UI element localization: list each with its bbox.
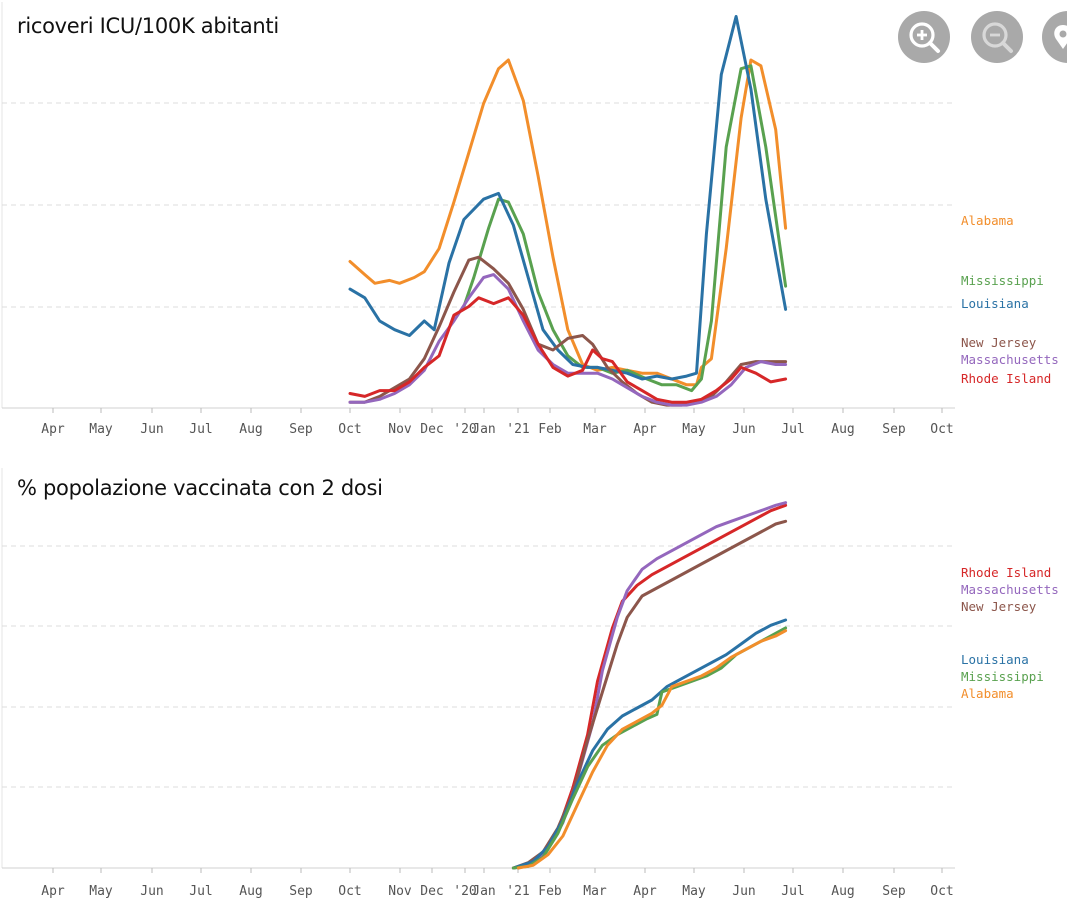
icu-series-line-rhode-island xyxy=(348,296,788,404)
icu-series-line-alabama xyxy=(348,58,788,387)
vac-x-tick-label: Sep xyxy=(289,884,313,899)
chart-title-icu: ricoveri ICU/100K abitanti xyxy=(17,14,279,38)
vac-x-tick-label: Apr xyxy=(41,884,65,899)
zoom-out-button[interactable] xyxy=(971,11,1023,63)
icu-x-tick-label: Apr xyxy=(41,422,65,437)
icu-x-tick-label: May xyxy=(89,422,113,437)
icu-x-tick-label: Oct xyxy=(338,422,361,437)
vac-x-tick-label: Apr xyxy=(633,884,657,899)
vac-x-tick-label: Sep xyxy=(882,884,906,899)
icu-series-line-louisiana xyxy=(348,15,788,381)
icu-x-tick-label: Jun xyxy=(140,422,163,437)
vac-x-tick-label: Oct xyxy=(930,884,953,899)
map-pin-icon xyxy=(1054,25,1067,49)
vac-x-tick-label: Mar xyxy=(583,884,607,899)
vac-series-label-mississippi: Mississippi xyxy=(961,669,1044,684)
vac-x-tick-label: '20 xyxy=(453,884,476,899)
icu-x-tick-label: Sep xyxy=(882,422,906,437)
icu-x-tick-label: May xyxy=(682,422,706,437)
icu-x-tick-label: '21 xyxy=(506,422,529,437)
icu-x-tick-label: Aug xyxy=(239,422,262,437)
zoom-in-button[interactable] xyxy=(898,11,950,63)
vac-series-label-louisiana: Louisiana xyxy=(961,652,1029,667)
icu-x-tick-label: Dec xyxy=(420,422,443,437)
icu-series-label-alabama: Alabama xyxy=(961,213,1014,228)
vac-x-tick-label: May xyxy=(89,884,113,899)
vac-x-tick-label: Jun xyxy=(732,884,755,899)
icu-series-line-mississippi xyxy=(462,64,788,393)
icu-series-label-louisiana: Louisiana xyxy=(961,296,1029,311)
icu-series-label-mississippi: Mississippi xyxy=(961,273,1044,288)
zoom-in-icon xyxy=(909,22,940,53)
vac-x-tick-label: Feb xyxy=(538,884,562,899)
icu-x-tick-label: Apr xyxy=(633,422,657,437)
vac-x-tick-label: Jul xyxy=(189,884,212,899)
icu-x-tick-label: Jul xyxy=(781,422,804,437)
vac-x-tick-label: Jun xyxy=(140,884,163,899)
vac-series-label-alabama: Alabama xyxy=(961,686,1014,701)
icu-series-line-massachusetts xyxy=(348,273,788,407)
vac-x-tick-label: Oct xyxy=(338,884,361,899)
icu-series-line-new-jersey xyxy=(348,255,788,407)
vac-series-label-new-jersey: New Jersey xyxy=(961,599,1037,614)
icu-x-tick-label: Sep xyxy=(289,422,313,437)
icu-series-label-massachusetts: Massachusetts xyxy=(961,352,1059,367)
icu-x-tick-label: Jul xyxy=(189,422,212,437)
vac-x-tick-label: '21 xyxy=(506,884,529,899)
icu-x-tick-label: Feb xyxy=(538,422,562,437)
vac-series-line-massachusetts xyxy=(516,501,788,870)
vac-series-line-alabama xyxy=(516,629,788,870)
icu-x-tick-label: Aug xyxy=(831,422,854,437)
vac-x-tick-label: Nov xyxy=(388,884,412,899)
vac-series-line-new-jersey xyxy=(511,519,788,870)
icu-x-tick-label: Oct xyxy=(930,422,953,437)
icu-x-tick-label: Mar xyxy=(583,422,607,437)
icu-x-tick-label: Nov xyxy=(388,422,412,437)
vac-series-line-rhode-island xyxy=(511,503,788,870)
chart-title-vaccinated: % popolazione vaccinata con 2 dosi xyxy=(17,476,383,500)
map-pin-button[interactable] xyxy=(1042,11,1067,63)
vac-x-tick-label: Aug xyxy=(239,884,262,899)
zoom-out-icon xyxy=(982,22,1013,53)
icu-series-label-new-jersey: New Jersey xyxy=(961,335,1037,350)
vac-x-tick-label: Jul xyxy=(781,884,804,899)
icu-x-tick-label: Jun xyxy=(732,422,755,437)
vac-x-tick-label: May xyxy=(682,884,706,899)
vac-series-label-rhode-island: Rhode Island xyxy=(961,565,1051,580)
icu-x-tick-label: '20 xyxy=(453,422,476,437)
vac-x-tick-label: Jan xyxy=(472,884,495,899)
vac-x-tick-label: Aug xyxy=(831,884,854,899)
vac-series-line-louisiana xyxy=(511,618,788,870)
icu-series-label-rhode-island: Rhode Island xyxy=(961,371,1051,386)
vac-series-label-massachusetts: Massachusetts xyxy=(961,582,1059,597)
vac-x-tick-label: Dec xyxy=(420,884,443,899)
icu-x-tick-label: Jan xyxy=(472,422,495,437)
